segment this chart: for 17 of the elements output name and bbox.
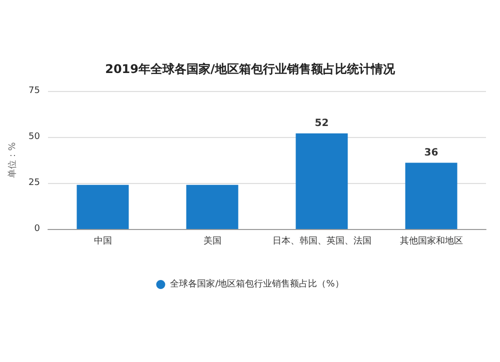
legend-label: 全球各国家/地区箱包行业销售额占比（%）: [170, 278, 344, 290]
data-label: 36: [424, 147, 438, 158]
y-tick-label: 75: [28, 86, 40, 96]
bar: [76, 184, 129, 229]
x-tick-label: 日本、韩国、英国、法国: [272, 236, 372, 246]
bar: [186, 184, 238, 229]
y-tick-label: 50: [28, 132, 40, 142]
data-label: 52: [314, 118, 329, 129]
x-tick-label: 其他国家和地区: [400, 236, 463, 246]
x-tick-label: 中国: [94, 236, 112, 246]
bar: [405, 162, 458, 229]
y-tick-label: 0: [34, 224, 40, 234]
x-tick-label: 美国: [203, 236, 222, 246]
chart-title: 2019年全球各国家/地区箱包行业销售额占比统计情况: [105, 62, 396, 76]
y-tick-label: 25: [28, 178, 40, 188]
bar: [296, 133, 348, 229]
y-axis-title: 单位：%: [7, 142, 18, 178]
